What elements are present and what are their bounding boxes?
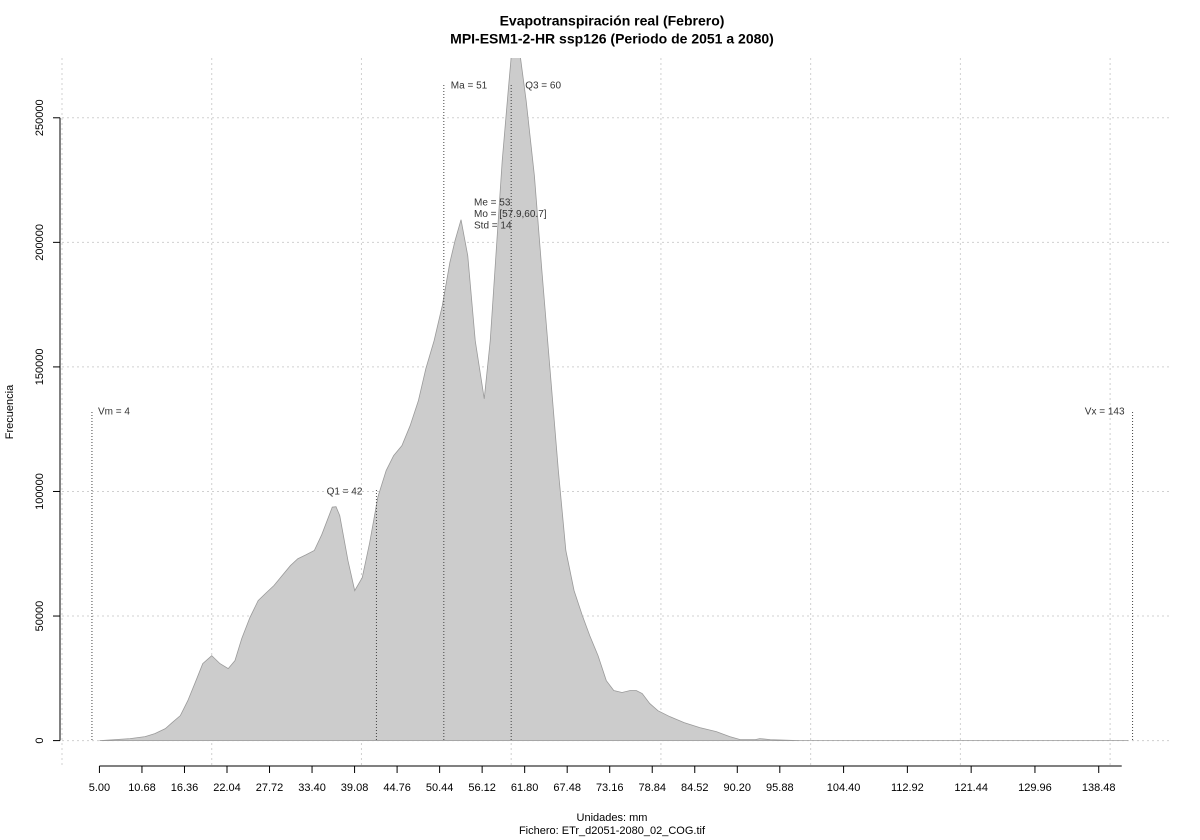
marker-label: Ma = 51 [451,81,488,92]
y-tick-label: 150000 [34,349,46,386]
x-axis-title: Unidades: mm [577,812,648,824]
y-tick-label: 100000 [34,473,46,510]
y-axis-title: Frecuencia [4,384,16,439]
x-tick-label: 90.20 [724,782,752,794]
marker-label: Vm = 4 [98,407,130,418]
x-tick-label: 61.80 [511,782,539,794]
x-tick-label: 27.72 [256,782,284,794]
markers: Vm = 4 Q1 = 42 Ma = 51 Q3 = 60 Vx = 143 Me = … [91,81,1134,741]
x-tick-label: 56.12 [468,782,496,794]
marker-label: Q1 = 42 [327,487,363,498]
x-tick-label: 78.84 [638,782,666,794]
annotation: Mo = [57.9,60.7] [474,209,547,220]
plot-area [99,58,1129,741]
grid [61,58,1170,768]
x-tick-label: 67.48 [553,782,581,794]
x-tick-label: 22.04 [213,782,241,794]
x-tick-label: 44.76 [383,782,411,794]
x-tick-label: 33.40 [298,782,326,794]
density-area [99,58,1129,741]
marker-label: Q3 = 60 [525,81,561,92]
x-tick-label: 84.52 [681,782,709,794]
x-tick-label: 5.00 [89,782,110,794]
annotation: Std = 14 [474,221,512,232]
x-tick-label: 39.08 [341,782,369,794]
y-tick-label: 50000 [34,601,46,632]
marker-label: Vx = 143 [1085,407,1125,418]
annotation: Me = 53 [474,198,511,209]
x-tick-label: 16.36 [171,782,199,794]
x-tick-label: 104.40 [827,782,861,794]
x-tick-label: 95.88 [766,782,794,794]
x-tick-label: 121.44 [954,782,988,794]
chart-subtitle: MPI-ESM1-2-HR ssp126 (Periodo de 2051 a … [450,31,774,47]
y-tick-label: 0 [34,738,46,744]
x-tick-label: 50.44 [426,782,454,794]
x-tick-label: 10.68 [128,782,156,794]
chart-title: Evapotranspiración real (Febrero) [500,13,725,29]
y-tick-label: 200000 [34,224,46,261]
x-tick-label: 129.96 [1018,782,1052,794]
y-tick-label: 250000 [34,99,46,136]
caption: Fichero: ETr_d2051-2080_02_COG.tif [519,825,706,837]
x-tick-label: 112.92 [891,782,924,794]
axes: 0 50000 100000 150000 200000 250000 5.00 10.68 1… [34,99,1122,794]
x-tick-label: 138.48 [1082,782,1116,794]
x-tick-label: 73.16 [596,782,624,794]
